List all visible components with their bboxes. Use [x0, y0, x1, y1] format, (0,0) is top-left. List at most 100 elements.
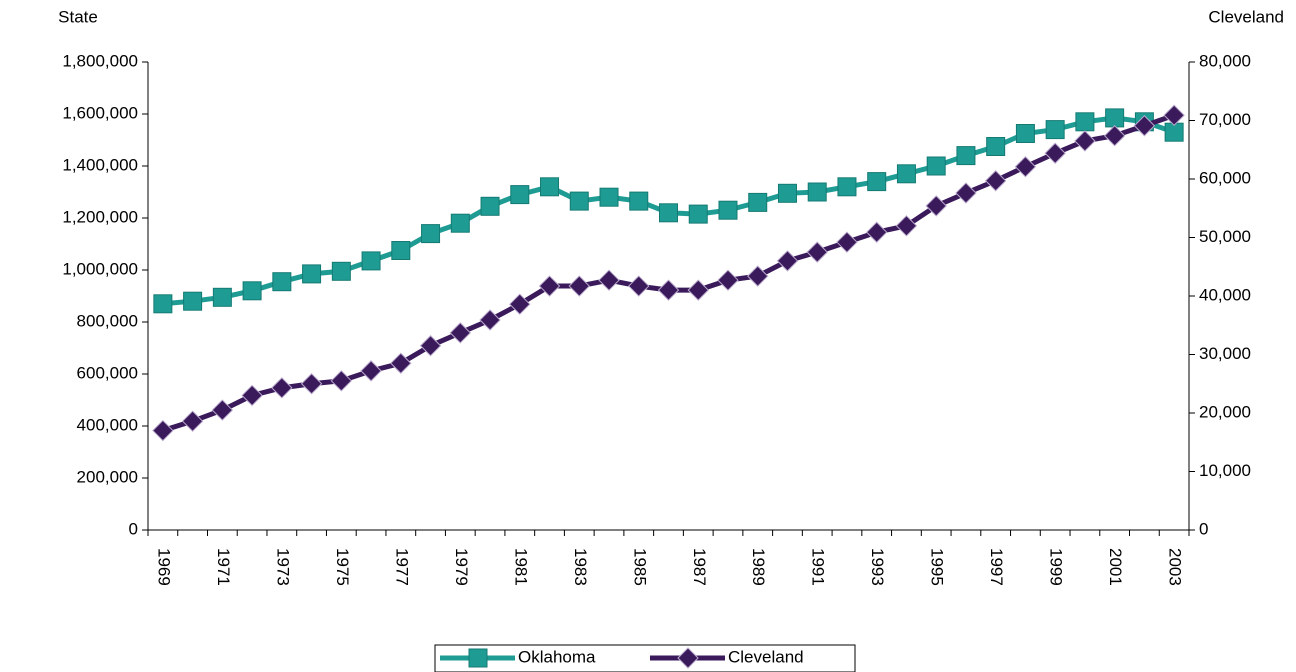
series-marker — [806, 241, 828, 263]
series-marker — [599, 187, 619, 207]
x-tick-label: 1973 — [273, 548, 292, 586]
x-tick-label: 1993 — [868, 548, 887, 586]
series-marker — [1103, 125, 1126, 147]
y-tick-label: 200,000 — [77, 467, 138, 486]
x-tick-label: 1979 — [452, 548, 471, 586]
y2-tick-label: 30,000 — [1199, 344, 1251, 363]
y-axis-title: State — [58, 7, 98, 26]
series-marker — [1015, 124, 1035, 143]
series-marker — [181, 410, 204, 432]
series-marker — [836, 231, 858, 253]
series-marker — [391, 241, 411, 260]
x-tick-label: 1991 — [809, 548, 828, 586]
series-marker — [242, 281, 262, 301]
y-tick-label: 1,200,000 — [62, 207, 138, 226]
x-tick-label: 1977 — [392, 548, 411, 586]
legend-marker — [677, 647, 699, 669]
series-marker — [480, 196, 500, 216]
series-marker — [984, 170, 1007, 192]
y2-tick-label: 10,000 — [1199, 461, 1251, 480]
series-marker — [986, 137, 1006, 156]
series-marker — [926, 156, 946, 176]
series-marker — [450, 213, 470, 233]
series-marker — [1045, 120, 1065, 140]
series-marker — [657, 279, 680, 301]
series-marker — [272, 272, 292, 292]
x-tick-label: 1981 — [511, 548, 530, 586]
series-marker — [896, 164, 916, 184]
series-marker — [271, 377, 293, 399]
series-marker — [360, 360, 382, 382]
series-marker — [659, 203, 678, 223]
x-tick-label: 2003 — [1166, 548, 1185, 586]
series-marker — [152, 419, 174, 442]
series-marker — [361, 251, 381, 271]
series-marker — [330, 370, 353, 392]
series-marker — [747, 265, 769, 287]
x-tick-label: 1969 — [154, 548, 173, 586]
x-tick-label: 1983 — [571, 548, 590, 586]
series-marker — [538, 275, 561, 297]
x-tick-label: 1989 — [749, 548, 768, 586]
series-marker — [390, 352, 412, 374]
series-marker — [1014, 156, 1037, 178]
series-marker — [717, 269, 739, 291]
series-marker — [629, 191, 649, 211]
legend-label: Oklahoma — [518, 647, 596, 666]
series-marker — [867, 172, 887, 192]
series-marker — [1044, 142, 1066, 164]
series-marker — [956, 146, 976, 166]
series-marker — [688, 204, 708, 224]
series-marker — [302, 264, 322, 284]
x-tick-label: 1971 — [214, 548, 233, 586]
y2-tick-label: 20,000 — [1199, 402, 1251, 421]
x-tick-label: 1985 — [630, 548, 649, 586]
series-marker — [569, 191, 589, 211]
series-marker — [748, 192, 768, 212]
x-tick-label: 2001 — [1106, 548, 1125, 586]
series-marker — [687, 279, 709, 301]
series-marker — [1163, 104, 1185, 126]
series-marker — [718, 200, 738, 220]
y-tick-label: 800,000 — [77, 311, 138, 330]
x-tick-label: 1975 — [333, 548, 352, 586]
y2-tick-label: 40,000 — [1199, 285, 1251, 304]
series-marker — [212, 287, 232, 307]
series-marker — [1074, 130, 1096, 152]
series-marker — [777, 183, 797, 203]
series-marker — [509, 293, 531, 315]
y2-tick-label: 70,000 — [1199, 110, 1251, 129]
series-marker — [865, 221, 888, 243]
y-tick-label: 1,400,000 — [62, 155, 138, 174]
series-marker — [300, 373, 323, 395]
y2-tick-label: 80,000 — [1199, 51, 1251, 70]
legend-marker — [468, 648, 488, 668]
series-marker — [211, 399, 234, 421]
y-tick-label: 400,000 — [77, 415, 138, 434]
series-marker — [421, 224, 441, 244]
series-marker — [540, 177, 560, 197]
series-marker — [837, 177, 857, 197]
x-tick-label: 1995 — [928, 548, 947, 586]
series-marker — [568, 275, 590, 297]
series-marker — [1133, 115, 1156, 137]
series-marker — [925, 195, 947, 217]
series-marker — [510, 185, 530, 205]
y-tick-label: 0 — [129, 519, 138, 538]
y-tick-label: 1,600,000 — [62, 103, 138, 122]
y2-axis-title: Cleveland — [1208, 7, 1284, 26]
series-marker — [1075, 112, 1095, 132]
y-tick-label: 1,000,000 — [62, 259, 138, 278]
series-marker — [628, 275, 650, 297]
series-marker — [1105, 108, 1125, 128]
series-marker — [895, 215, 918, 237]
y-tick-label: 600,000 — [77, 363, 138, 382]
y-tick-label: 1,800,000 — [62, 51, 138, 70]
series-marker — [153, 294, 173, 314]
x-tick-label: 1997 — [987, 548, 1006, 586]
y2-tick-label: 0 — [1199, 519, 1208, 538]
legend-label: Cleveland — [728, 647, 804, 666]
y2-tick-label: 60,000 — [1199, 168, 1251, 187]
x-tick-label: 1999 — [1047, 548, 1066, 586]
